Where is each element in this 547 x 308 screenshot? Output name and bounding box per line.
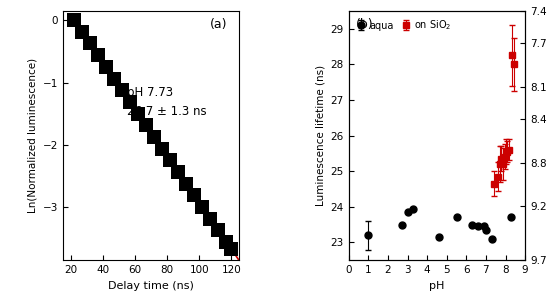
Point bbox=[86, 41, 95, 46]
Text: (b): (b) bbox=[356, 18, 374, 31]
Point bbox=[142, 123, 150, 128]
Legend: aqua, on SiO$_2$: aqua, on SiO$_2$ bbox=[353, 16, 455, 35]
Point bbox=[102, 64, 110, 69]
Point bbox=[227, 247, 236, 252]
Point bbox=[182, 181, 191, 186]
X-axis label: Delay time (ns): Delay time (ns) bbox=[108, 281, 194, 291]
Point bbox=[174, 169, 183, 174]
Point bbox=[222, 240, 231, 245]
Point bbox=[150, 135, 159, 140]
Point bbox=[110, 76, 119, 81]
Text: (a): (a) bbox=[210, 18, 227, 31]
Point bbox=[214, 228, 223, 233]
Point bbox=[134, 111, 143, 116]
Point bbox=[78, 29, 86, 34]
Point bbox=[126, 99, 135, 104]
Point bbox=[158, 146, 167, 151]
Point bbox=[198, 205, 207, 209]
Point bbox=[206, 216, 215, 221]
Point bbox=[94, 53, 103, 58]
Point bbox=[70, 18, 79, 22]
Y-axis label: Luminescence lifetime (ns): Luminescence lifetime (ns) bbox=[315, 65, 325, 206]
Point bbox=[190, 193, 199, 198]
Point bbox=[166, 158, 174, 163]
Text: pH 7.73
26.7 ± 1.3 ns: pH 7.73 26.7 ± 1.3 ns bbox=[127, 86, 207, 118]
X-axis label: pH: pH bbox=[429, 281, 445, 291]
Point bbox=[118, 88, 126, 93]
Y-axis label: Ln(Normalized luminescence): Ln(Normalized luminescence) bbox=[27, 58, 37, 213]
